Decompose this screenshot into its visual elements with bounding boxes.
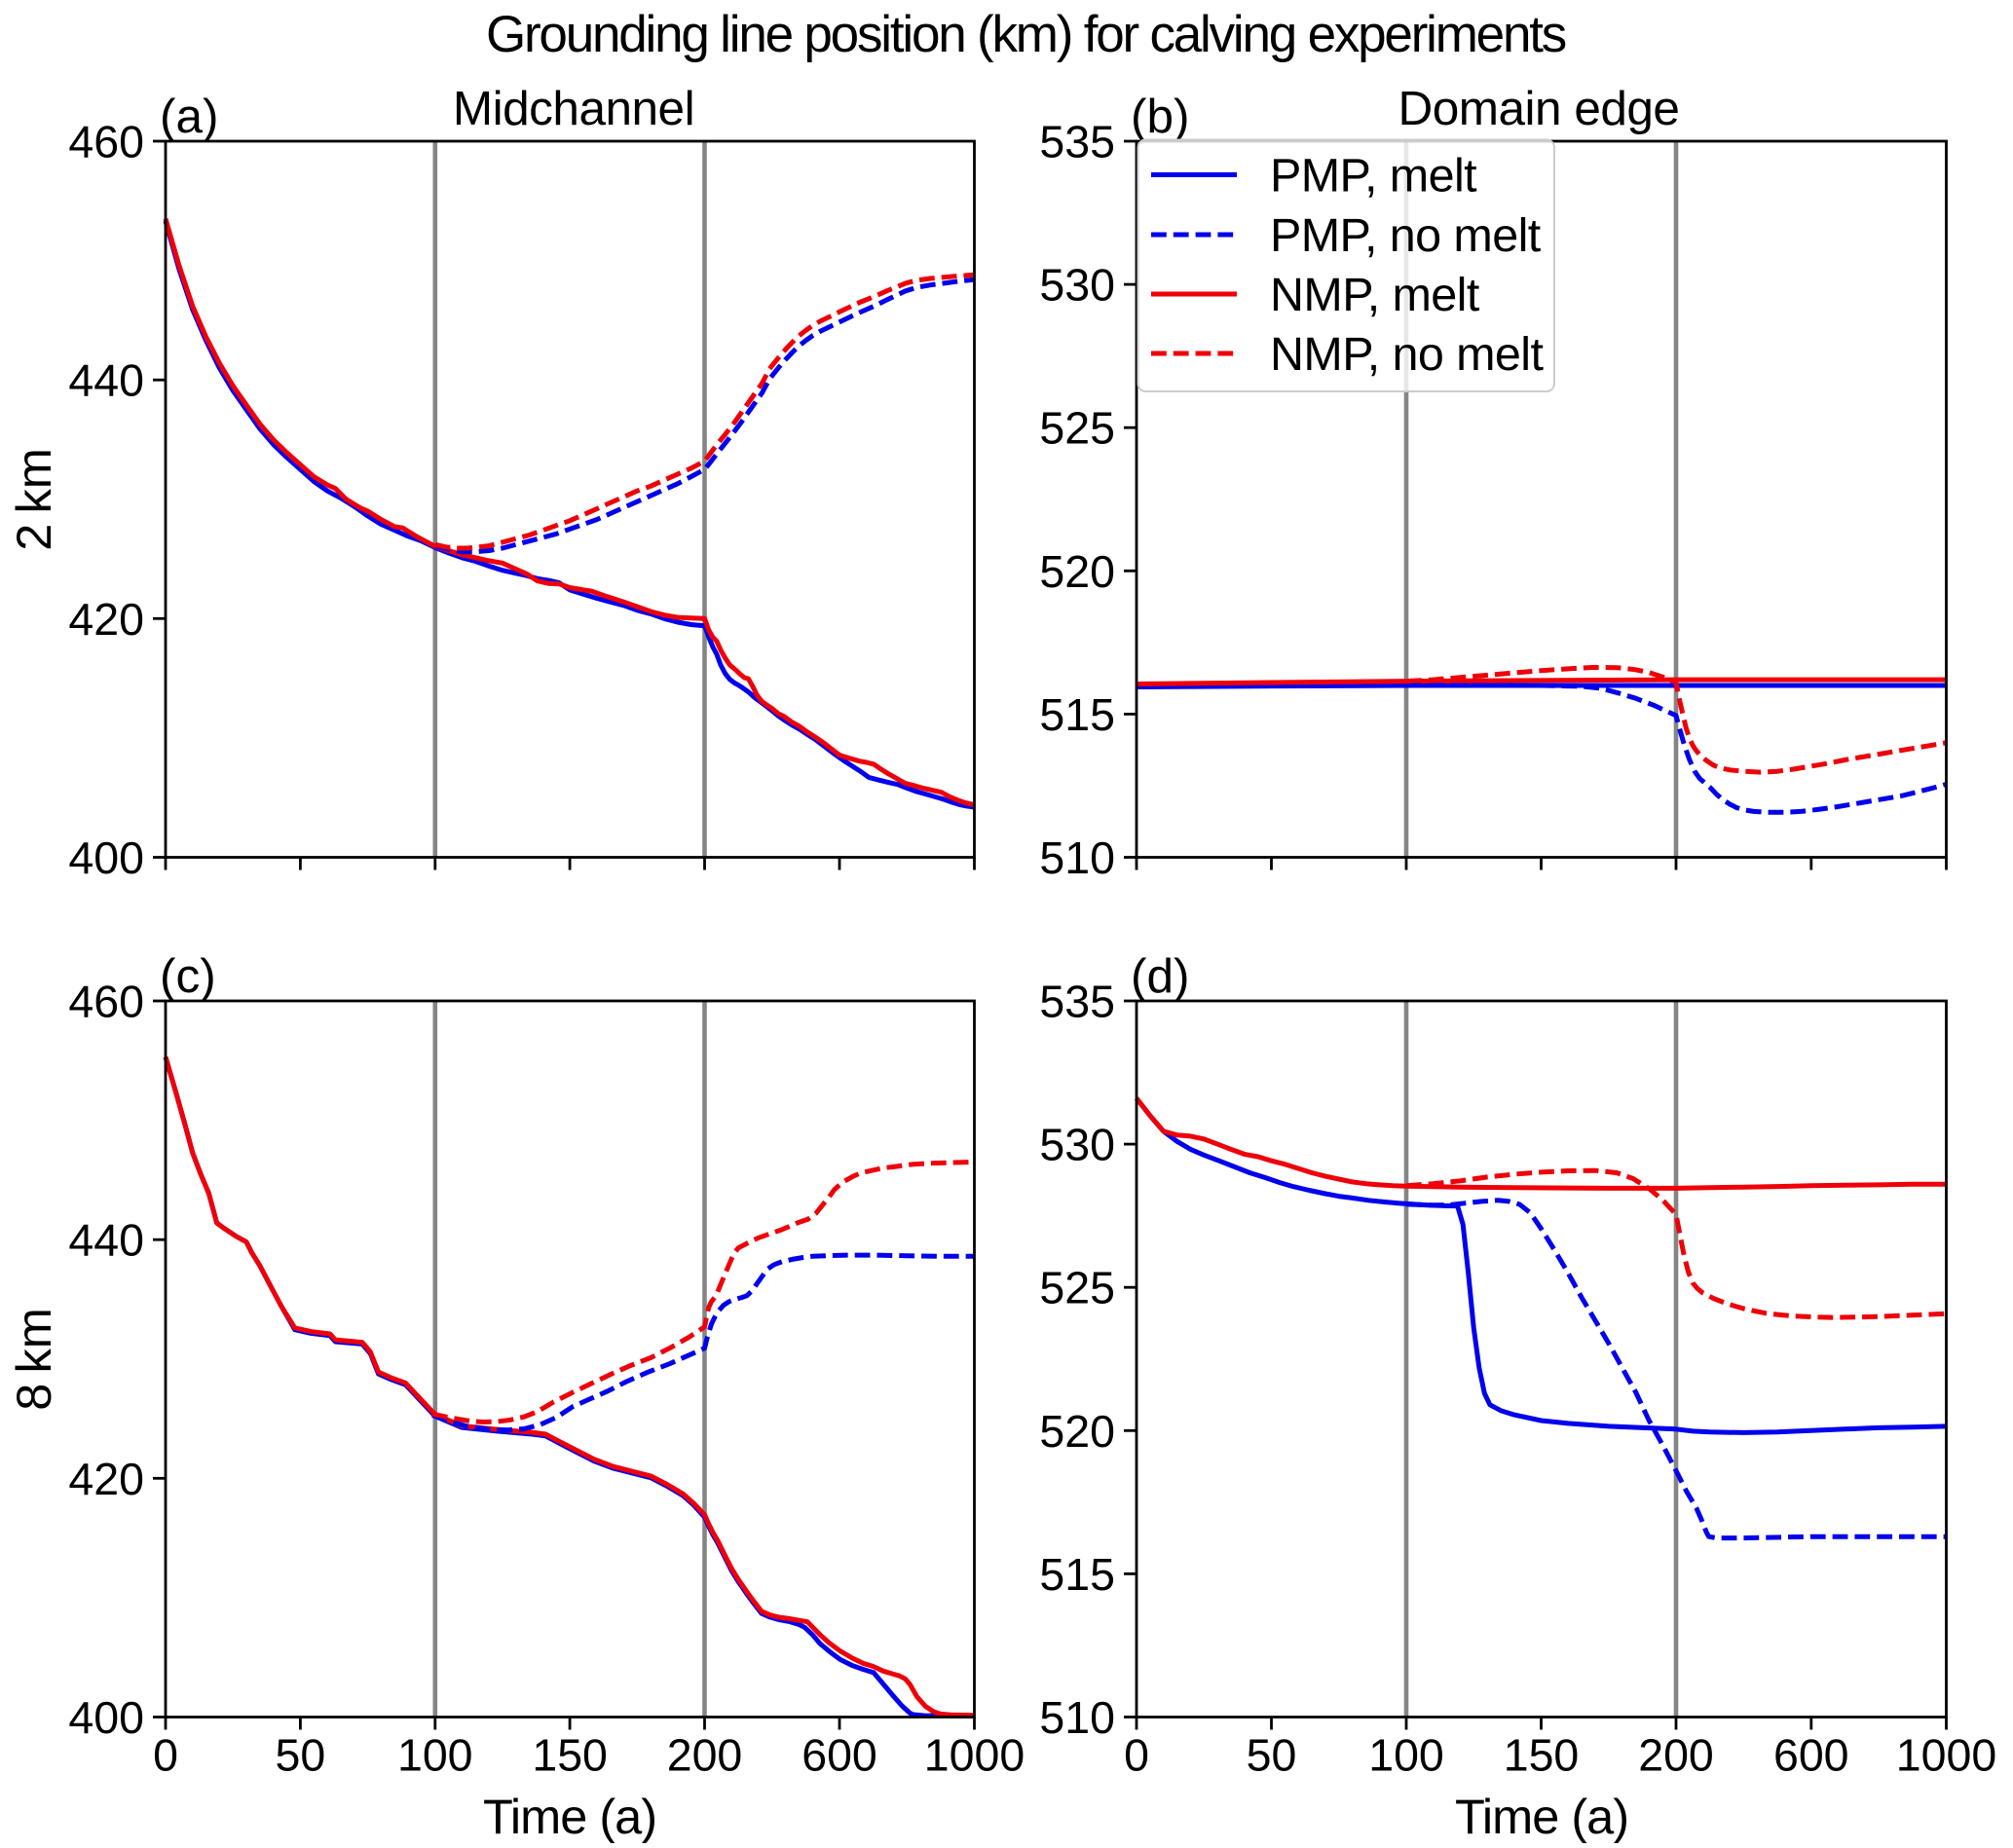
svg-text:525: 525 [1039,403,1115,454]
svg-text:NMP, no melt: NMP, no melt [1270,328,1544,381]
svg-text:420: 420 [68,1454,144,1504]
svg-text:Grounding line position (km) f: Grounding line position (km) for calving… [486,6,1566,63]
svg-text:400: 400 [68,832,144,883]
svg-text:Midchannel: Midchannel [453,82,694,135]
svg-text:530: 530 [1039,260,1115,311]
svg-text:1000: 1000 [924,1730,1025,1781]
svg-text:400: 400 [68,1692,144,1743]
svg-text:Time (a): Time (a) [483,1789,656,1843]
svg-text:200: 200 [667,1730,743,1781]
svg-text:535: 535 [1039,117,1115,167]
svg-text:PMP, no melt: PMP, no melt [1270,209,1542,262]
svg-text:200: 200 [1638,1730,1714,1781]
svg-text:NMP, melt: NMP, melt [1270,269,1480,321]
svg-text:600: 600 [1773,1730,1849,1781]
svg-text:460: 460 [68,117,144,167]
svg-text:530: 530 [1039,1120,1115,1170]
svg-text:150: 150 [1504,1730,1580,1781]
svg-text:Domain edge: Domain edge [1398,82,1680,135]
svg-text:(b): (b) [1131,90,1190,143]
svg-text:PMP, melt: PMP, melt [1270,150,1477,203]
svg-text:0: 0 [153,1730,178,1781]
svg-text:600: 600 [801,1730,877,1781]
svg-text:0: 0 [1124,1730,1149,1781]
svg-text:510: 510 [1039,1692,1115,1743]
svg-text:525: 525 [1039,1263,1115,1313]
svg-text:515: 515 [1039,1549,1115,1600]
svg-text:515: 515 [1039,689,1115,740]
svg-text:510: 510 [1039,832,1115,883]
svg-text:Time (a): Time (a) [1455,1789,1628,1843]
svg-text:2 km: 2 km [6,448,61,551]
svg-text:(d): (d) [1131,949,1190,1003]
svg-text:440: 440 [68,355,144,406]
svg-text:520: 520 [1039,1406,1115,1457]
svg-text:100: 100 [397,1730,473,1781]
svg-text:535: 535 [1039,977,1115,1027]
svg-text:520: 520 [1039,546,1115,597]
svg-text:440: 440 [68,1215,144,1266]
svg-text:(a): (a) [160,90,219,143]
svg-text:460: 460 [68,977,144,1027]
svg-text:420: 420 [68,594,144,645]
svg-text:50: 50 [276,1730,326,1781]
svg-text:150: 150 [532,1730,608,1781]
svg-text:50: 50 [1247,1730,1297,1781]
svg-text:100: 100 [1368,1730,1444,1781]
svg-text:(c): (c) [160,949,216,1003]
svg-text:1000: 1000 [1896,1730,1996,1781]
svg-text:8 km: 8 km [6,1308,61,1411]
